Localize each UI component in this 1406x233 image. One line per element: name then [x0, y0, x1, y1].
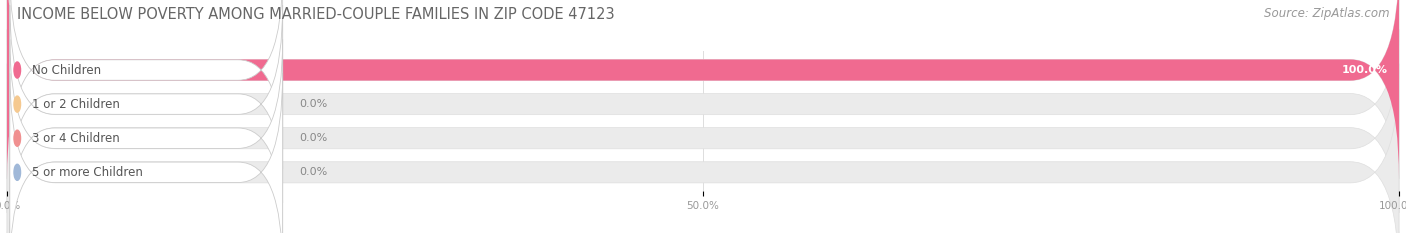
Text: 3 or 4 Children: 3 or 4 Children [32, 132, 120, 145]
Text: Source: ZipAtlas.com: Source: ZipAtlas.com [1264, 7, 1389, 20]
Text: 0.0%: 0.0% [299, 99, 328, 109]
Text: 0.0%: 0.0% [299, 167, 328, 177]
Circle shape [14, 164, 21, 180]
FancyBboxPatch shape [10, 5, 283, 203]
Text: INCOME BELOW POVERTY AMONG MARRIED-COUPLE FAMILIES IN ZIP CODE 47123: INCOME BELOW POVERTY AMONG MARRIED-COUPL… [17, 7, 614, 22]
FancyBboxPatch shape [7, 29, 1399, 233]
Text: 0.0%: 0.0% [299, 133, 328, 143]
FancyBboxPatch shape [7, 64, 1399, 233]
FancyBboxPatch shape [10, 0, 283, 169]
Circle shape [14, 62, 21, 78]
Circle shape [14, 130, 21, 146]
FancyBboxPatch shape [7, 0, 1399, 179]
FancyBboxPatch shape [10, 39, 283, 233]
Circle shape [14, 96, 21, 112]
Text: 1 or 2 Children: 1 or 2 Children [32, 98, 120, 111]
FancyBboxPatch shape [7, 0, 1399, 213]
Text: 5 or more Children: 5 or more Children [32, 166, 142, 179]
Text: No Children: No Children [32, 64, 101, 76]
FancyBboxPatch shape [7, 0, 1399, 179]
FancyBboxPatch shape [10, 73, 283, 233]
Text: 100.0%: 100.0% [1341, 65, 1388, 75]
